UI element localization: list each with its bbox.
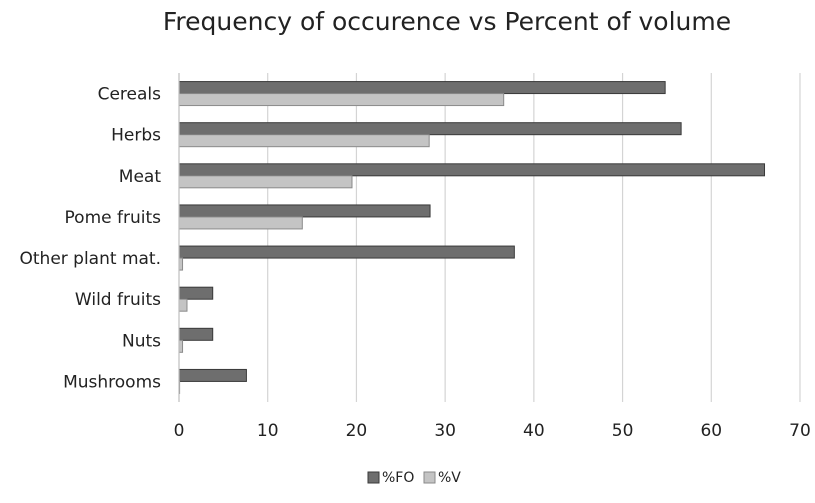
bars xyxy=(178,81,766,394)
category-label: Mushrooms xyxy=(63,372,161,392)
bar-fo-2 xyxy=(178,163,766,177)
bar-v-0 xyxy=(178,93,505,107)
bar-fo-5 xyxy=(178,286,214,300)
bar-fo-7 xyxy=(178,368,247,382)
x-tick-label: 10 xyxy=(257,421,279,441)
bar-fo-6 xyxy=(178,327,214,341)
bar-fo-4 xyxy=(178,245,515,259)
x-tick-label: 50 xyxy=(612,421,634,441)
bar-v-2 xyxy=(178,175,353,189)
x-tick-label: 40 xyxy=(523,421,545,441)
x-tick-label: 30 xyxy=(434,421,456,441)
category-label: Nuts xyxy=(122,331,161,351)
bar-fo-3 xyxy=(178,204,431,218)
x-tick-label: 60 xyxy=(700,421,722,441)
category-label: Meat xyxy=(119,167,162,187)
legend-swatch-0 xyxy=(367,471,380,484)
bar-v-5 xyxy=(178,298,188,312)
bar-fo-0 xyxy=(178,81,666,95)
legend-label: %FO xyxy=(382,470,414,486)
x-tick-label: 0 xyxy=(174,421,185,441)
bar-fo-1 xyxy=(178,122,682,136)
chart-title: Frequency of occurence vs Percent of vol… xyxy=(163,7,731,36)
category-label: Cereals xyxy=(98,85,162,105)
category-label: Herbs xyxy=(111,126,161,146)
bar-v-3 xyxy=(178,216,303,230)
axes: 0 10 20 30 40 50 60 70 Cereals Herbs Meat Pome frui… xyxy=(20,73,811,441)
x-tick-label: 70 xyxy=(789,421,811,441)
legend-label: %V xyxy=(438,470,461,486)
category-label: Other plant mat. xyxy=(20,249,162,269)
category-label: Wild fruits xyxy=(75,290,161,310)
bar-v-1 xyxy=(178,134,430,148)
x-tick-label: 20 xyxy=(346,421,368,441)
legend: %FO %V xyxy=(367,470,461,486)
legend-swatch-1 xyxy=(423,471,436,484)
category-label: Pome fruits xyxy=(65,208,162,228)
